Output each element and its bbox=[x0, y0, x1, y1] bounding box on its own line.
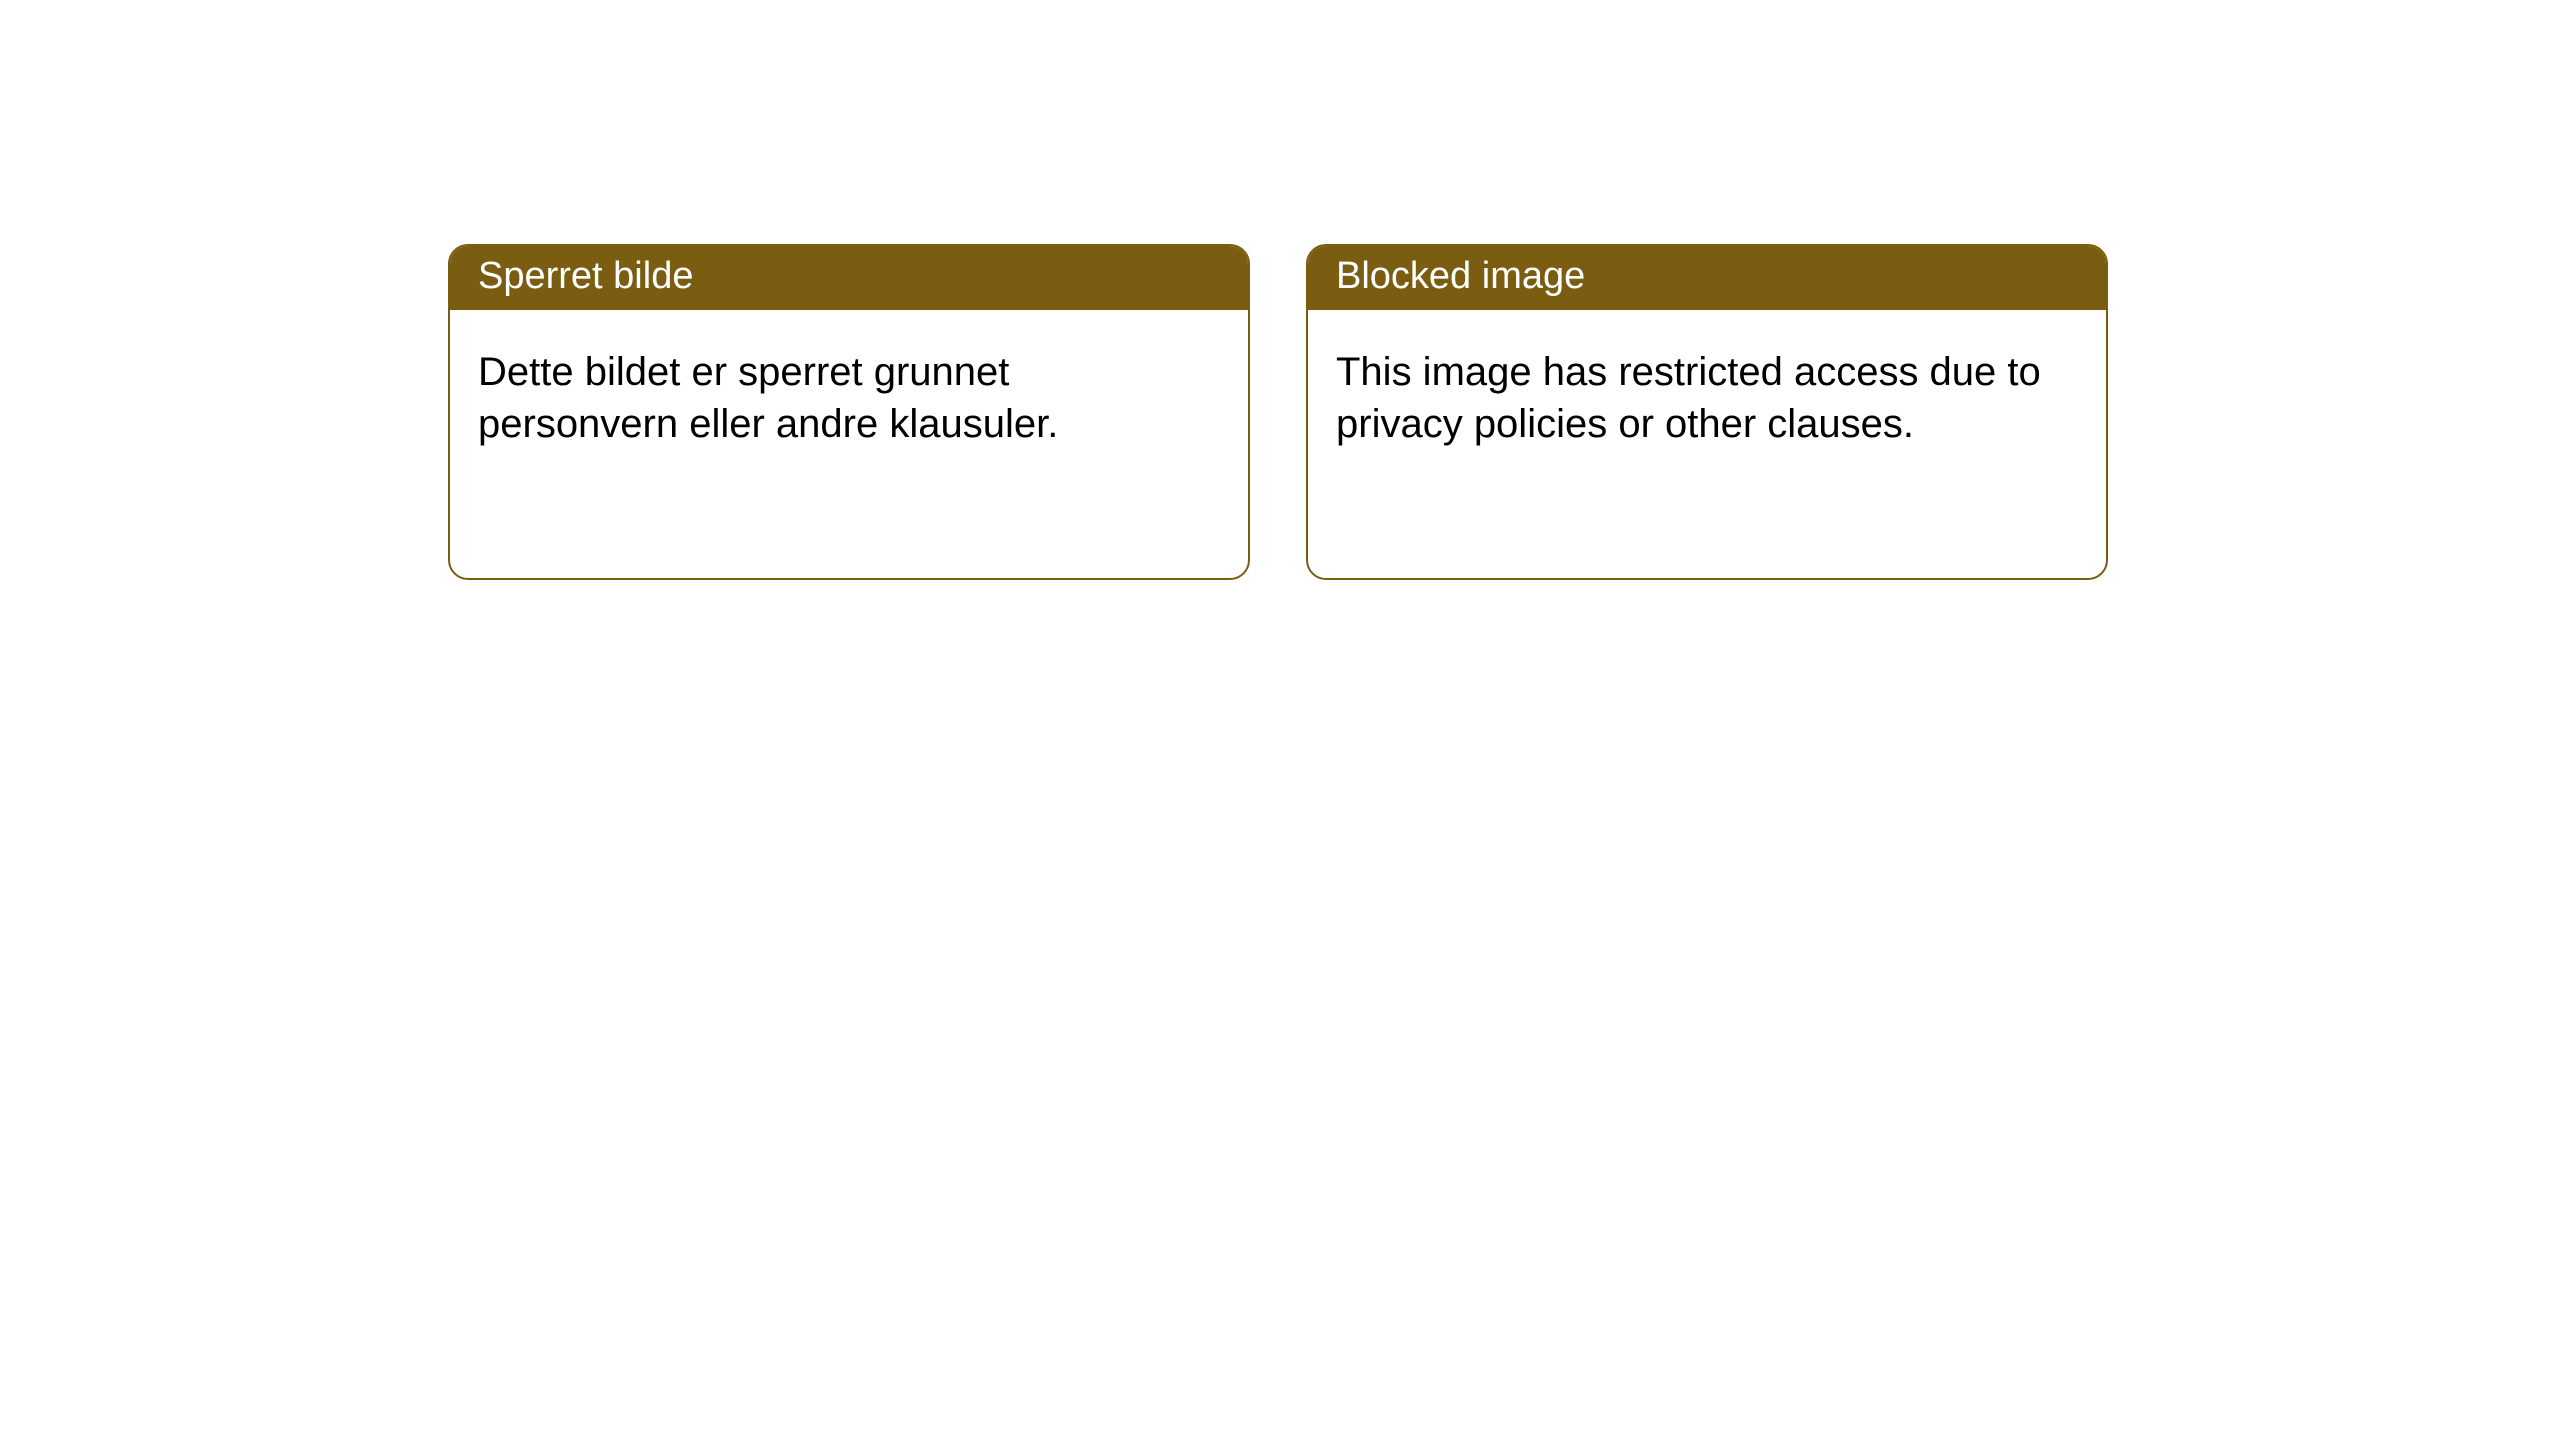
notice-body: This image has restricted access due to … bbox=[1308, 310, 2106, 486]
notice-header: Blocked image bbox=[1308, 246, 2106, 310]
notice-body: Dette bildet er sperret grunnet personve… bbox=[450, 310, 1248, 486]
notice-card-norwegian: Sperret bilde Dette bildet er sperret gr… bbox=[448, 244, 1250, 580]
notice-card-english: Blocked image This image has restricted … bbox=[1306, 244, 2108, 580]
notice-header: Sperret bilde bbox=[450, 246, 1248, 310]
notice-container: Sperret bilde Dette bildet er sperret gr… bbox=[0, 0, 2560, 580]
